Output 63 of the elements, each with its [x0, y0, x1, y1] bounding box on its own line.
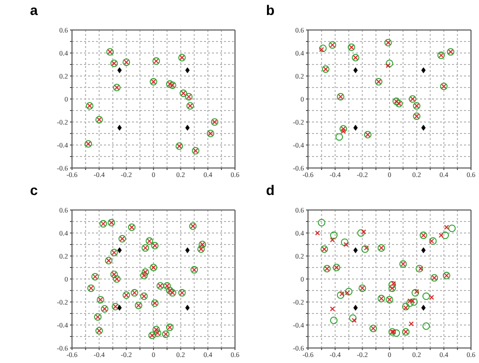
point [117, 247, 122, 254]
point [357, 229, 365, 237]
point [330, 316, 338, 324]
point [353, 67, 358, 74]
point [364, 245, 369, 250]
chart-title: d [266, 182, 275, 198]
point [335, 133, 343, 141]
point [361, 229, 366, 234]
point [388, 281, 396, 288]
chart-title: b [266, 2, 275, 18]
point [407, 298, 412, 304]
point [421, 247, 426, 254]
point [353, 304, 358, 311]
point [421, 124, 426, 131]
point [422, 292, 430, 300]
point [315, 230, 320, 236]
point [330, 306, 335, 312]
point [414, 289, 420, 294]
point [185, 124, 190, 131]
point [418, 266, 424, 272]
point [353, 247, 358, 254]
point [421, 67, 426, 74]
point [386, 63, 391, 68]
point [352, 318, 357, 323]
point [416, 264, 424, 272]
point [402, 302, 410, 310]
point [408, 321, 414, 326]
point [185, 247, 190, 254]
point [412, 289, 420, 297]
point [410, 298, 416, 304]
point [117, 67, 122, 74]
chart-title: c [30, 182, 38, 198]
point [391, 281, 396, 286]
point [319, 44, 327, 52]
point [330, 237, 335, 242]
point [392, 329, 400, 337]
point [403, 305, 408, 310]
point [185, 67, 190, 74]
point [185, 304, 190, 311]
point [353, 124, 358, 131]
chart-title: a [30, 2, 38, 18]
point [429, 237, 437, 245]
point [422, 322, 430, 330]
point [318, 218, 326, 226]
point [441, 232, 449, 240]
point [386, 60, 394, 68]
point [406, 299, 414, 307]
point [319, 47, 324, 52]
point [117, 304, 122, 311]
point [117, 124, 122, 131]
point [340, 128, 346, 134]
point [344, 242, 349, 247]
point [429, 238, 434, 244]
point [438, 232, 444, 238]
point [349, 314, 357, 322]
point [444, 224, 450, 230]
point [448, 224, 456, 232]
point [330, 232, 338, 240]
point [340, 238, 348, 246]
point [421, 304, 426, 311]
point [429, 294, 434, 300]
point [410, 298, 418, 306]
point [361, 245, 369, 253]
